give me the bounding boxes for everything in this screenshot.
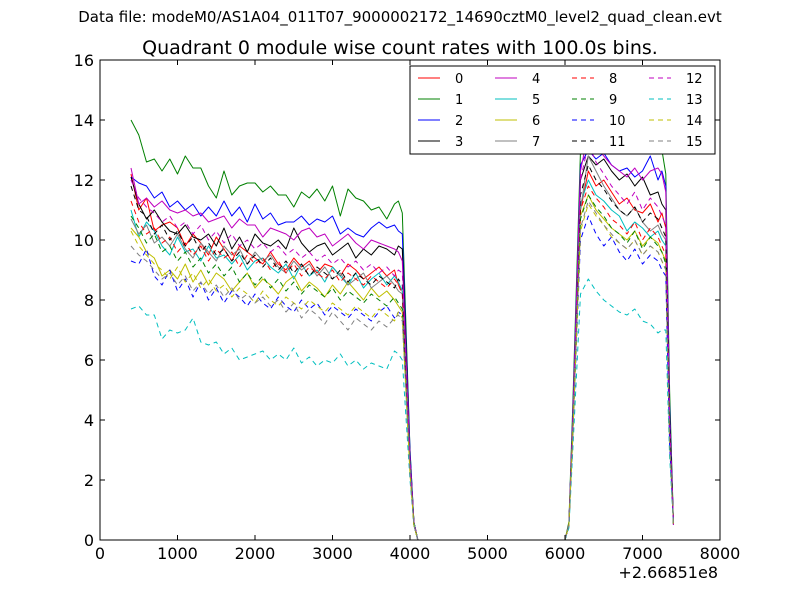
legend-label-2: 2 — [455, 114, 463, 129]
x-tick-label: 2000 — [235, 544, 276, 563]
legend-box — [409, 65, 716, 155]
x-offset-label: +2.66851e8 — [618, 563, 718, 582]
y-tick-label: 2 — [84, 471, 94, 490]
legend-label-5: 5 — [532, 93, 540, 108]
legend-label-0: 0 — [455, 72, 463, 87]
series-line-6 — [130, 194, 674, 541]
x-tick-label: 7000 — [622, 544, 663, 563]
legend-label-7: 7 — [532, 135, 540, 150]
x-tick-label: 5000 — [467, 544, 508, 563]
x-tick-label: 4000 — [390, 544, 431, 563]
legend-label-4: 4 — [532, 72, 540, 87]
y-tick-label: 0 — [84, 531, 94, 550]
plot-lines — [130, 86, 674, 541]
series-line-11 — [130, 164, 674, 541]
y-tick-label: 14 — [74, 111, 94, 130]
x-tick-label: 1000 — [157, 544, 198, 563]
legend-label-1: 1 — [455, 93, 463, 108]
x-tick-label: 0 — [95, 544, 105, 563]
series-line-10 — [130, 215, 674, 541]
series-line-5 — [130, 179, 674, 541]
y-tick-label: 12 — [74, 171, 94, 190]
legend-label-3: 3 — [455, 135, 463, 150]
series-line-14 — [130, 203, 674, 541]
legend-label-10: 10 — [609, 114, 626, 129]
series-line-9 — [130, 194, 674, 541]
y-tick-label: 16 — [74, 51, 94, 70]
legend-label-9: 9 — [609, 93, 617, 108]
legend-label-6: 6 — [532, 114, 540, 129]
legend-label-13: 13 — [686, 93, 703, 108]
series-line-2 — [130, 149, 674, 541]
chart-title: Quadrant 0 module wise count rates with … — [142, 37, 658, 59]
series-line-15 — [130, 200, 674, 541]
series-line-13 — [130, 278, 674, 541]
series-line-3 — [130, 155, 674, 541]
series-line-12 — [130, 143, 674, 541]
legend-label-14: 14 — [686, 114, 703, 129]
y-tick-label: 8 — [84, 291, 94, 310]
data-file-caption: Data file: modeM0/AS1A04_011T07_90000021… — [78, 8, 722, 26]
axis-ticks: 0 1000 2000 3000 4000 5000 6000 7000 80000246810… — [74, 51, 741, 563]
series-line-4 — [130, 131, 674, 541]
x-tick-label: 6000 — [545, 544, 586, 563]
legend-label-8: 8 — [609, 72, 617, 87]
legend-label-15: 15 — [686, 135, 703, 150]
legend-label-12: 12 — [686, 72, 703, 87]
legend-label-11: 11 — [609, 135, 626, 150]
y-tick-label: 6 — [84, 351, 94, 370]
y-tick-label: 4 — [84, 411, 94, 430]
x-tick-label: 3000 — [312, 544, 353, 563]
y-tick-label: 10 — [74, 231, 94, 250]
series-line-0 — [130, 170, 674, 541]
x-tick-label: 8000 — [700, 544, 741, 563]
